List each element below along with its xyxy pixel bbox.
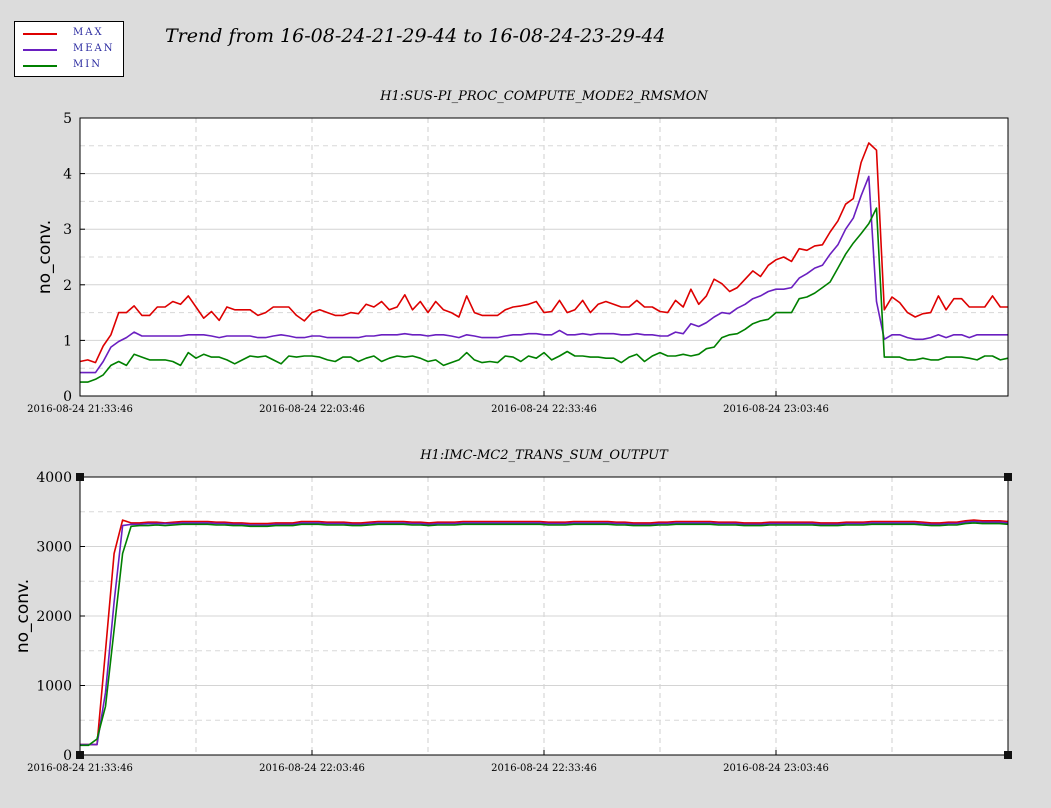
y-tick-label: 0: [63, 389, 72, 405]
chart-2: 0 1000 2000 3000 4000 2016-08-24 21:33:46 2016…: [13, 448, 1012, 774]
y-tick-label: 1: [63, 333, 72, 349]
y-axis-label: no_conv.: [35, 220, 55, 294]
chart-title: H1:SUS-PI_PROC_COMPUTE_MODE2_RMSMON: [379, 89, 708, 104]
legend-label-max: MAX: [73, 27, 104, 38]
chart-1: 0 1 2 3 4 5 2016-08-24 21:33:46 2016-08-24 22:0…: [27, 89, 1009, 415]
x-tick-label: 2016-08-24 22:03:46: [259, 763, 365, 774]
y-tick-label: 2000: [36, 609, 72, 625]
y-tick-label: 1000: [36, 679, 72, 695]
x-tick-label: 2016-08-24 22:33:46: [491, 404, 597, 415]
x-tick-label: 2016-08-24 22:03:46: [259, 404, 365, 415]
x-tick-label: 2016-08-24 21:33:46: [27, 404, 133, 415]
legend: MAX MEAN MIN: [14, 21, 124, 77]
series-line-mean: [80, 175, 1008, 374]
legend-item-min: MIN: [15, 59, 123, 73]
y-tick-label: 4000: [36, 470, 72, 486]
page-title: Trend from 16-08-24-21-29-44 to 16-08-24…: [165, 25, 666, 47]
legend-swatch-max: [23, 33, 57, 35]
resize-handle[interactable]: [76, 473, 84, 481]
series-line-max: [80, 519, 1009, 746]
x-tick-label: 2016-08-24 22:33:46: [491, 763, 597, 774]
legend-label-mean: MEAN: [73, 43, 115, 54]
chart-title: H1:IMC-MC2_TRANS_SUM_OUTPUT: [419, 448, 669, 463]
y-tick-label: 3: [63, 222, 72, 238]
y-tick-label: 5: [63, 111, 72, 127]
y-tick-label: 2: [63, 278, 72, 294]
resize-handle[interactable]: [1004, 751, 1012, 759]
legend-item-mean: MEAN: [15, 43, 123, 57]
y-tick-label: 3000: [36, 540, 72, 556]
resize-handle[interactable]: [76, 751, 84, 759]
series-line-min: [80, 207, 1009, 383]
legend-swatch-mean: [23, 49, 57, 51]
x-tick-label: 2016-08-24 23:03:46: [723, 763, 829, 774]
x-tick-label: 2016-08-24 23:03:46: [723, 404, 829, 415]
series-line-max: [79, 142, 1008, 364]
series-line-min: [80, 522, 1009, 747]
y-tick-label: 0: [63, 748, 72, 764]
resize-handle[interactable]: [1004, 473, 1012, 481]
y-axis-label: no_conv.: [13, 579, 33, 653]
x-tick-label: 2016-08-24 21:33:46: [27, 763, 133, 774]
legend-swatch-min: [23, 65, 57, 67]
series-line-mean: [80, 520, 1009, 746]
y-tick-label: 4: [63, 167, 72, 183]
legend-item-max: MAX: [15, 27, 123, 41]
legend-label-min: MIN: [73, 59, 102, 70]
